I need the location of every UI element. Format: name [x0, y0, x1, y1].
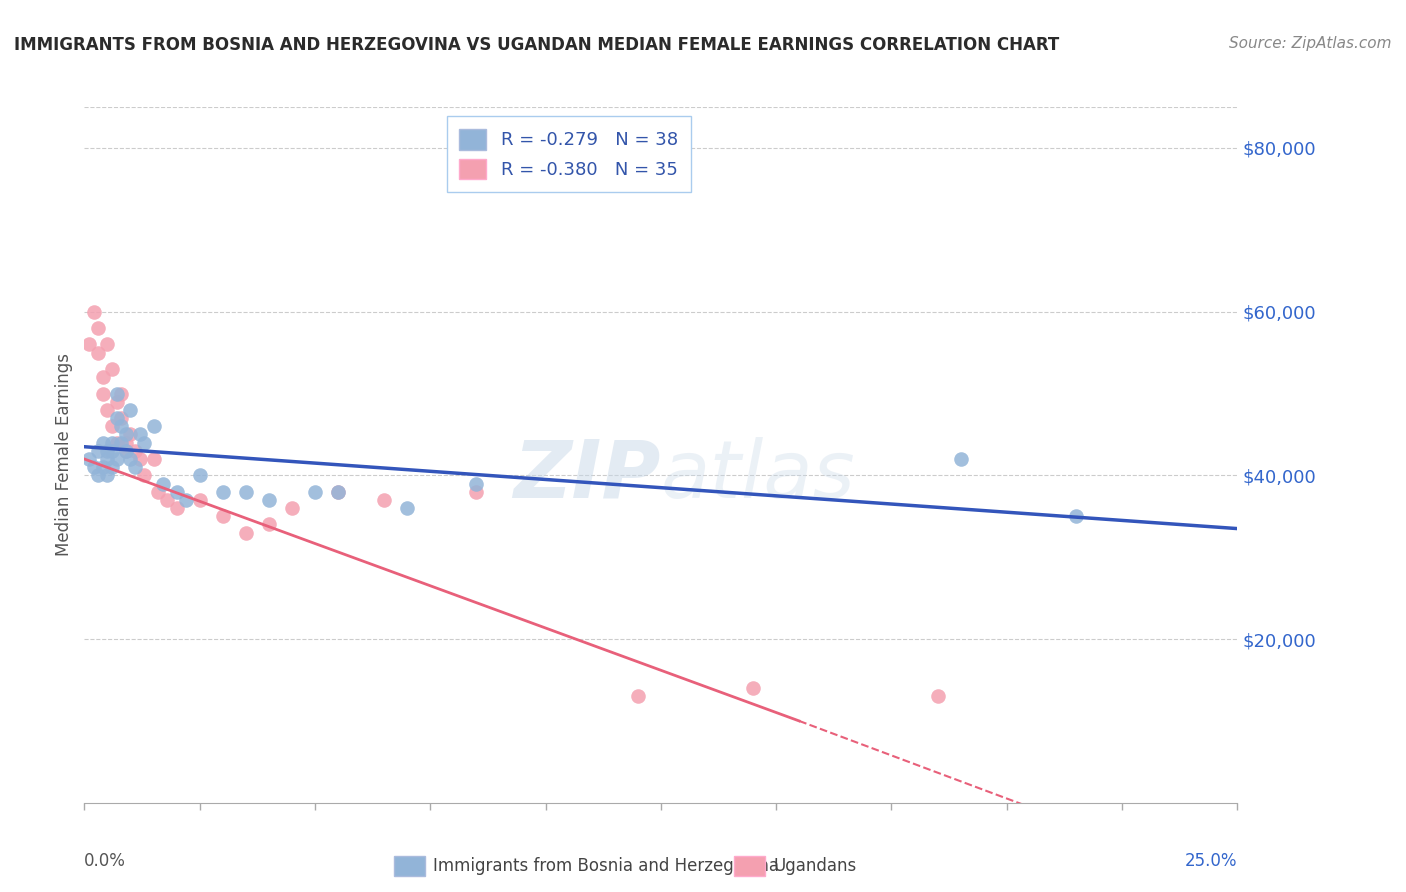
- Point: [101, 419, 124, 434]
- Point: [120, 452, 142, 467]
- Point: [949, 452, 972, 467]
- Point: [115, 443, 138, 458]
- Point: [142, 419, 165, 434]
- Point: [188, 492, 211, 507]
- Point: [96, 468, 118, 483]
- Point: [101, 362, 124, 376]
- Point: [105, 411, 128, 425]
- Point: [120, 403, 142, 417]
- Point: [96, 443, 118, 458]
- Point: [396, 501, 419, 516]
- Point: [326, 484, 349, 499]
- Point: [211, 509, 233, 524]
- Point: [1064, 509, 1087, 524]
- Point: [91, 386, 114, 401]
- Point: [96, 452, 118, 467]
- Point: [115, 443, 138, 458]
- Text: Immigrants from Bosnia and Herzegovina: Immigrants from Bosnia and Herzegovina: [433, 857, 779, 875]
- Point: [110, 419, 132, 434]
- Point: [166, 501, 188, 516]
- Point: [128, 427, 150, 442]
- Point: [101, 460, 124, 475]
- Point: [77, 337, 100, 351]
- Y-axis label: Median Female Earnings: Median Female Earnings: [55, 353, 73, 557]
- Point: [134, 468, 156, 483]
- Point: [465, 484, 488, 499]
- Point: [105, 394, 128, 409]
- Point: [257, 517, 280, 532]
- Point: [156, 492, 179, 507]
- Point: [188, 468, 211, 483]
- Point: [134, 435, 156, 450]
- Point: [115, 435, 138, 450]
- Point: [87, 345, 110, 359]
- Point: [91, 460, 114, 475]
- Point: [174, 492, 197, 507]
- Point: [124, 443, 146, 458]
- Point: [235, 484, 257, 499]
- Point: [105, 435, 128, 450]
- Point: [87, 468, 110, 483]
- Point: [105, 386, 128, 401]
- Point: [120, 427, 142, 442]
- Point: [373, 492, 395, 507]
- Point: [83, 460, 105, 475]
- Point: [87, 443, 110, 458]
- Point: [627, 690, 650, 704]
- Text: atlas: atlas: [661, 437, 856, 515]
- Point: [83, 304, 105, 318]
- Point: [105, 452, 128, 467]
- Point: [110, 386, 132, 401]
- Point: [87, 321, 110, 335]
- Legend: R = -0.279   N = 38, R = -0.380   N = 35: R = -0.279 N = 38, R = -0.380 N = 35: [447, 116, 690, 192]
- Point: [101, 443, 124, 458]
- Point: [281, 501, 304, 516]
- Point: [146, 484, 169, 499]
- Point: [124, 460, 146, 475]
- Point: [742, 681, 765, 696]
- Point: [128, 452, 150, 467]
- Point: [465, 476, 488, 491]
- Point: [77, 452, 100, 467]
- Point: [91, 435, 114, 450]
- Text: IMMIGRANTS FROM BOSNIA AND HERZEGOVINA VS UGANDAN MEDIAN FEMALE EARNINGS CORRELA: IMMIGRANTS FROM BOSNIA AND HERZEGOVINA V…: [14, 36, 1059, 54]
- Text: 25.0%: 25.0%: [1185, 852, 1237, 870]
- Point: [152, 476, 174, 491]
- Point: [166, 484, 188, 499]
- Text: Source: ZipAtlas.com: Source: ZipAtlas.com: [1229, 36, 1392, 51]
- Point: [101, 435, 124, 450]
- Point: [91, 370, 114, 384]
- Text: ZIP: ZIP: [513, 437, 661, 515]
- Point: [235, 525, 257, 540]
- Point: [96, 337, 118, 351]
- Point: [115, 427, 138, 442]
- Point: [326, 484, 349, 499]
- Text: 0.0%: 0.0%: [84, 852, 127, 870]
- Point: [927, 690, 949, 704]
- Point: [211, 484, 233, 499]
- Point: [96, 403, 118, 417]
- Point: [110, 411, 132, 425]
- Point: [110, 435, 132, 450]
- Point: [257, 492, 280, 507]
- Point: [142, 452, 165, 467]
- Text: Ugandans: Ugandans: [773, 857, 856, 875]
- Point: [304, 484, 326, 499]
